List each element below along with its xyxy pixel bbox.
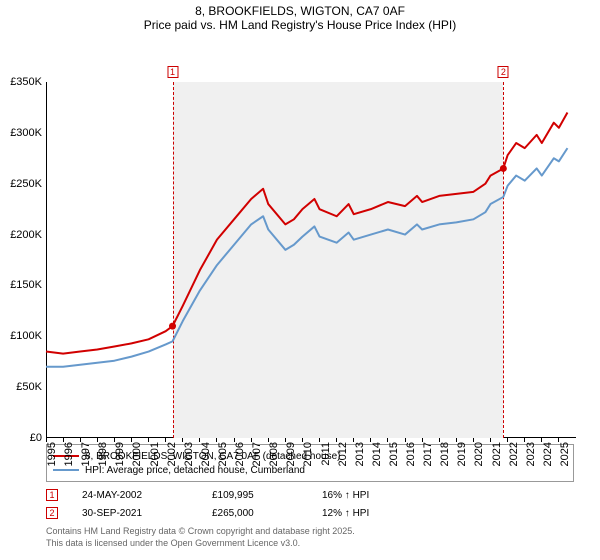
legend-swatch [53, 469, 79, 471]
x-tick-label: 2018 [439, 442, 451, 466]
transaction-date: 24-MAY-2002 [82, 490, 212, 501]
chart-title: 8, BROOKFIELDS, WIGTON, CA7 0AF [0, 0, 600, 18]
x-tick-label: 2008 [268, 442, 280, 466]
x-tick-label: 2010 [302, 442, 314, 466]
transaction-diff: 16% ↑ HPI [322, 490, 369, 501]
x-tick-label: 2019 [456, 442, 468, 466]
chart-area: £0£50K£100K£150K£200K£250K£300K£350K1995… [0, 38, 600, 438]
transaction-badge: 1 [46, 489, 58, 501]
x-tick-label: 2012 [337, 442, 349, 466]
footer-attribution: Contains HM Land Registry data © Crown c… [46, 526, 574, 549]
chart-subtitle: Price paid vs. HM Land Registry's House … [0, 18, 600, 38]
x-tick-label: 1995 [46, 442, 58, 466]
transaction-row: 2 30-SEP-2021£265,00012% ↑ HPI [46, 504, 574, 522]
series-line [46, 148, 567, 367]
x-tick-label: 2016 [405, 442, 417, 466]
series-svg [0, 38, 600, 438]
x-tick-label: 1998 [97, 442, 109, 466]
transaction-price: £109,995 [212, 490, 322, 501]
transaction-marker [169, 323, 176, 330]
transaction-date: 30-SEP-2021 [82, 508, 212, 519]
x-tick-label: 1999 [114, 442, 126, 466]
x-tick-label: 2017 [422, 442, 434, 466]
x-tick-label: 2002 [166, 442, 178, 466]
footer-line-1: Contains HM Land Registry data © Crown c… [46, 526, 574, 538]
x-tick-label: 2021 [491, 442, 503, 466]
x-tick-label: 1997 [80, 442, 92, 466]
transaction-row: 1 24-MAY-2002£109,99516% ↑ HPI [46, 486, 574, 504]
x-tick-label: 1996 [63, 442, 75, 466]
x-tick-label: 2013 [354, 442, 366, 466]
transaction-table: 1 24-MAY-2002£109,99516% ↑ HPI 2 30-SEP-202… [46, 486, 574, 522]
x-tick-label: 2004 [200, 442, 212, 466]
x-tick-label: 2006 [234, 442, 246, 466]
x-tick-label: 2009 [285, 442, 297, 466]
transaction-badge: 2 [46, 507, 58, 519]
x-tick-label: 2022 [508, 442, 520, 466]
x-tick-label: 2007 [251, 442, 263, 466]
x-tick-label: 2005 [217, 442, 229, 466]
transaction-diff: 12% ↑ HPI [322, 508, 369, 519]
x-tick-label: 2020 [473, 442, 485, 466]
x-tick-label: 2001 [149, 442, 161, 466]
x-tick-label: 2015 [388, 442, 400, 466]
x-tick-label: 2011 [320, 442, 332, 466]
x-tick-label: 2000 [131, 442, 143, 466]
x-tick-label: 2003 [183, 442, 195, 466]
transaction-marker [500, 165, 507, 172]
x-tick-label: 2023 [525, 442, 537, 466]
x-tick-label: 2025 [559, 442, 571, 466]
transaction-price: £265,000 [212, 508, 322, 519]
footer-line-2: This data is licensed under the Open Gov… [46, 538, 574, 550]
x-tick-label: 2024 [542, 442, 554, 466]
x-tick-label: 2014 [371, 442, 383, 466]
